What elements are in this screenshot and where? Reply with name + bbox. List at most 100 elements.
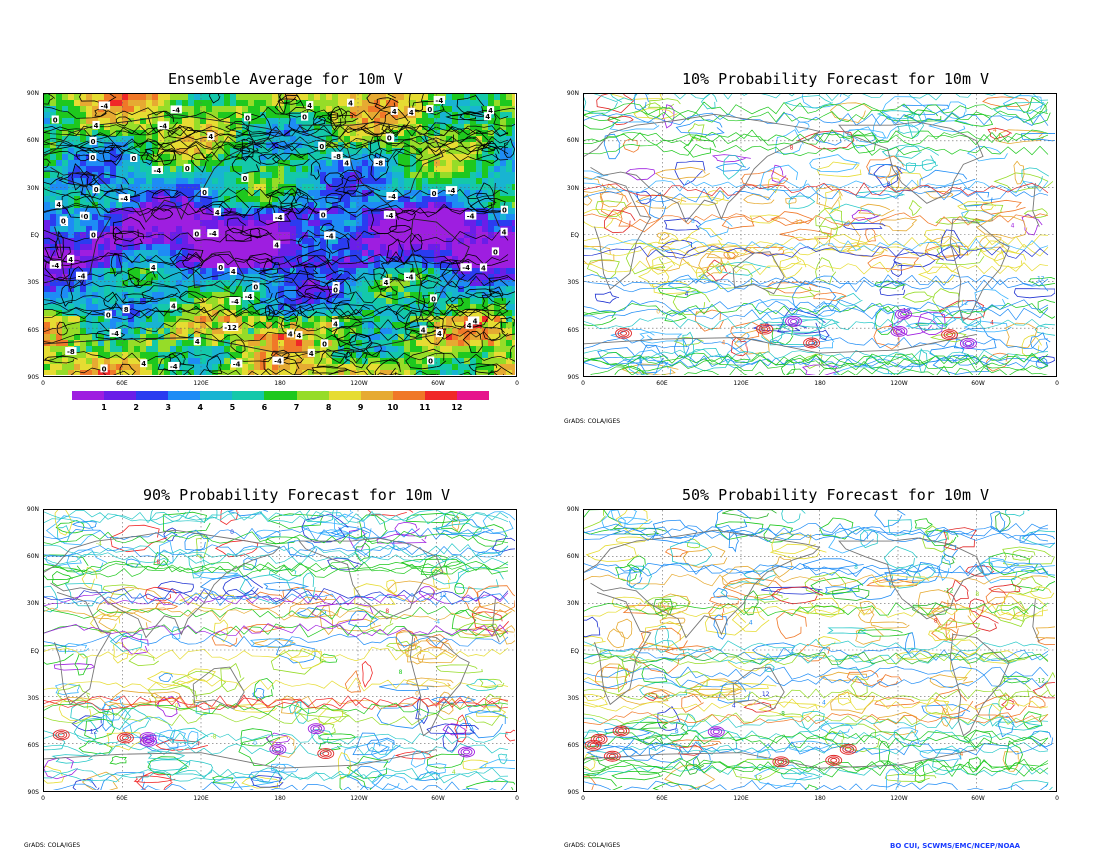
contour-value-label: -4	[445, 186, 458, 195]
svg-text:-4: -4	[100, 102, 108, 110]
contour-value-label: 8	[934, 618, 938, 625]
lat-tick-label: 30S	[567, 694, 579, 702]
contour-value-label: -4	[383, 210, 396, 220]
lon-tick-label: 0	[41, 795, 45, 802]
grads-credit-top-right: GrADS: COLA/IGES	[564, 418, 621, 425]
contour-value-label: -12	[222, 322, 239, 332]
svg-text:0: 0	[218, 264, 223, 272]
extreme-contour	[710, 727, 723, 736]
svg-text:-4: -4	[159, 122, 167, 130]
svg-text:0: 0	[387, 134, 392, 142]
contour-value-label: -4	[230, 359, 243, 369]
contour-value-label: -12	[944, 588, 954, 595]
extreme-contour	[52, 729, 70, 741]
extreme-contour	[595, 736, 603, 742]
lon-tick-label: 60E	[116, 380, 128, 387]
contour-value-label: 0	[200, 187, 209, 197]
svg-text:4: 4	[215, 209, 220, 217]
contour-value-label: -12	[1035, 276, 1045, 283]
contour-value-label: 0	[243, 113, 252, 122]
svg-text:4: 4	[384, 279, 389, 287]
lon-tick-label: 0	[581, 795, 585, 802]
extreme-contour	[140, 735, 158, 747]
colorbar-label: 6	[261, 403, 268, 412]
lat-tick-label: 30N	[566, 184, 579, 192]
svg-text:0: 0	[194, 230, 199, 238]
lon-tick-label: 120E	[733, 795, 749, 802]
contour-value-label: 4	[306, 101, 314, 110]
contour-value-label: 4	[273, 240, 281, 249]
contour-value-label: 0	[319, 210, 327, 219]
svg-text:0: 0	[432, 190, 437, 198]
extreme-contour	[959, 337, 977, 349]
svg-text:-4: -4	[231, 298, 239, 306]
svg-text:-8: -8	[333, 153, 341, 161]
contour-value-label: -4	[273, 212, 285, 222]
contour-value-label: 4	[286, 329, 294, 338]
extreme-contour	[310, 724, 323, 733]
map-10pct-probability: 0 4 12 4 12 4 8 4 4 8 8 -12 -12 0	[583, 93, 1057, 377]
contour-value-label: 4	[500, 227, 508, 237]
contour-value-label: 4	[55, 200, 63, 209]
svg-text:4: 4	[274, 241, 279, 249]
svg-text:-12: -12	[224, 324, 237, 332]
svg-text:4: 4	[141, 360, 146, 368]
contour-value-label: 4	[382, 277, 390, 287]
contour-value-label: 0	[89, 136, 97, 146]
svg-text:4: 4	[437, 330, 442, 338]
extreme-contour	[895, 308, 912, 320]
svg-text:4: 4	[56, 201, 61, 209]
contour-value-label: 8	[975, 591, 979, 598]
contour-value-label: 12	[439, 592, 447, 599]
map-50pct-probability: 8 8 12 -12 -4 4 8 8 4 12 -8 4 -12 4	[583, 509, 1057, 792]
extreme-contour	[307, 723, 325, 735]
lat-tick-label: 60N	[26, 137, 39, 145]
svg-text:0: 0	[91, 232, 96, 240]
contour-label-group: -40-40-84000-444404444404-44-4-40-800-4-…	[49, 95, 508, 373]
contour-value-label: 4	[207, 132, 215, 141]
lon-tick-label: 0	[1055, 795, 1059, 802]
colorbar-swatch	[72, 391, 105, 400]
contour-value-label: 0	[183, 163, 191, 173]
panel-title-90pct: 90% Probability Forecast for 10m V	[143, 486, 451, 504]
lon-tick-label: 60E	[656, 795, 668, 802]
contour-value-label: 0	[500, 205, 508, 215]
extreme-contour	[312, 726, 320, 732]
svg-text:-4: -4	[52, 262, 60, 270]
lat-tick-label: 90S	[27, 789, 39, 796]
svg-text:0: 0	[245, 114, 250, 122]
extreme-contour	[319, 749, 332, 758]
extreme-contour	[827, 756, 840, 765]
colorbar-swatch	[328, 391, 362, 400]
svg-text:0: 0	[333, 286, 338, 294]
contour-value-label: -4	[242, 291, 255, 301]
lat-tick-label: 90S	[567, 374, 579, 381]
grads-credit-bottom-left: GrADS: COLA/IGES	[24, 842, 81, 849]
svg-text:0: 0	[106, 312, 111, 320]
extreme-contour	[612, 725, 630, 737]
extreme-contour	[458, 746, 475, 758]
contour-value-label: 8	[691, 218, 695, 225]
svg-text:0: 0	[94, 186, 99, 194]
contour-value-label: 4	[479, 263, 488, 272]
svg-text:4: 4	[208, 133, 213, 141]
colorbar-label: 8	[325, 403, 332, 412]
contour-value-label: 0	[104, 310, 112, 320]
svg-text:0: 0	[319, 143, 324, 151]
panel-title-50pct: 50% Probability Forecast for 10m V	[682, 486, 990, 504]
contour-value-label: -4	[98, 101, 111, 110]
colorbar-label: 1	[101, 403, 107, 412]
lat-tick-label: 90S	[27, 374, 39, 381]
map-plot-area: 8 8 12 -12 -4 4 8 8 4 12 -8 4 -12 4	[584, 510, 1055, 790]
lon-tick-label: 60E	[656, 380, 668, 387]
lat-tick-label: 90S	[567, 789, 579, 796]
extreme-contour	[589, 742, 597, 748]
lat-tick-label: 30N	[26, 184, 39, 192]
coastlines	[584, 529, 1040, 769]
contour-value-label: 4	[390, 106, 398, 116]
contour-value-label: -4	[434, 618, 440, 625]
map-ensemble-average: -40-40-84000-444404444404-44-4-40-800-4-…	[43, 93, 517, 377]
contour-value-label: 0	[130, 153, 138, 163]
svg-text:-4: -4	[245, 293, 253, 301]
extreme-contour	[825, 754, 843, 766]
